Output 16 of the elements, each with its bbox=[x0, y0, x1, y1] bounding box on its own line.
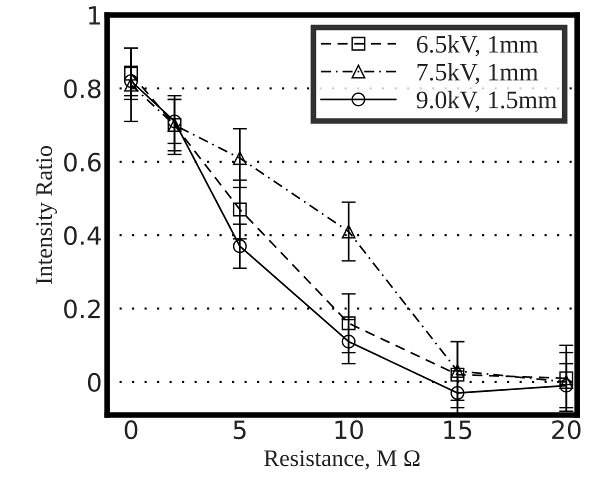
x-axis-title: Resistance, M Ω bbox=[264, 450, 420, 470]
x-tick-label: 20 bbox=[552, 420, 581, 440]
y-tick-label: 0.4 bbox=[64, 226, 101, 246]
y-tick-label: 0 bbox=[88, 372, 101, 392]
y-tick-label: 1 bbox=[89, 6, 100, 24]
y-tick-label: 0.8 bbox=[64, 79, 101, 98]
x-tick-label: 5 bbox=[234, 420, 246, 440]
legend-label: 7.5kV, 1mm bbox=[418, 62, 538, 84]
x-tick-label: 10 bbox=[335, 420, 363, 440]
y-tick-label: 0.6 bbox=[64, 152, 101, 172]
x-tick-label: 15 bbox=[444, 420, 472, 440]
y-tick-label: 0.2 bbox=[64, 300, 100, 318]
x-tick-label: 0 bbox=[124, 420, 138, 440]
legend-label: 6.5kV, 1mm bbox=[417, 35, 538, 56]
legend-label: 9.0kV, 1.5mm bbox=[416, 90, 557, 112]
y-axis-title: Intensity Ratio bbox=[36, 146, 57, 284]
